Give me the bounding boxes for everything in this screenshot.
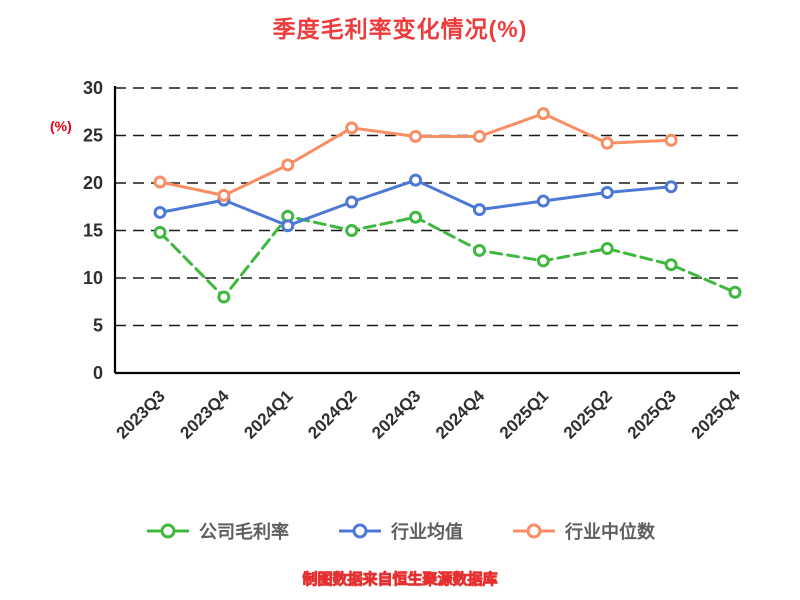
data-point-marker (217, 188, 231, 202)
chart-title: 季度毛利率变化情况(%) (272, 16, 528, 42)
data-point-marker (153, 175, 167, 189)
data-point-marker (536, 194, 550, 208)
data-point-marker (600, 186, 614, 199)
legend-label: 公司毛利率 (199, 522, 289, 542)
y-tick-label: 30 (83, 78, 103, 98)
data-point-marker (345, 195, 359, 209)
x-tick-label: 2024Q4 (432, 386, 489, 443)
x-tick-label: 2025Q4 (688, 386, 745, 443)
data-point-marker (728, 285, 742, 299)
x-tick-label: 2024Q1 (240, 386, 296, 442)
x-tick-label: 2023Q4 (177, 386, 234, 443)
data-point-marker (536, 107, 550, 121)
data-point-marker (536, 254, 550, 268)
data-point-marker (281, 158, 295, 172)
legend-label: 行业中位数 (565, 522, 655, 542)
y-tick-label: 15 (83, 221, 103, 241)
data-point-marker (409, 129, 423, 143)
gridlines (115, 87, 740, 327)
y-axis-label: (%) (50, 118, 72, 134)
x-tick-label: 2023Q3 (113, 386, 169, 442)
y-tick-label: 25 (83, 126, 103, 146)
legend-line-circle-icon (147, 523, 189, 539)
data-point-marker (153, 225, 167, 239)
x-tick-label: 2024Q3 (368, 386, 424, 442)
data-point-marker (281, 219, 295, 233)
data-point-marker (600, 136, 614, 150)
data-point-marker (409, 173, 423, 187)
x-tick-label: 2024Q2 (304, 386, 360, 442)
legend: 公司毛利率 行业均值 行业中位数 (0, 518, 800, 544)
data-point-marker (345, 121, 359, 135)
y-tick-label: 20 (83, 173, 103, 193)
data-point-marker (664, 133, 678, 147)
data-point-marker (409, 210, 423, 224)
data-point-marker (217, 290, 231, 304)
legend-line-circle-icon (339, 523, 381, 539)
y-tick-labels: 0 5 10 15 20 25 30 (83, 78, 103, 383)
x-tick-label: 2025Q2 (560, 386, 616, 442)
x-tick-label: 2025Q3 (624, 386, 680, 442)
y-tick-label: 5 (93, 316, 103, 336)
legend-line-circle-icon (513, 523, 555, 539)
legend-item-industry-mean[interactable]: 行业均值 (337, 518, 463, 544)
data-point-marker (345, 224, 359, 237)
y-tick-label: 0 (93, 363, 103, 383)
data-point-marker (664, 258, 678, 272)
x-tick-labels: 2023Q3 2023Q4 2024Q1 2024Q2 2024Q3 2024Q4 2025… (113, 386, 745, 443)
y-tick-label: 10 (83, 268, 103, 288)
legend-item-company-margin[interactable]: 公司毛利率 (145, 518, 289, 544)
series-0 (153, 209, 742, 304)
data-point-marker (472, 129, 486, 143)
data-point-marker (600, 242, 614, 256)
legend-label: 行业均值 (391, 522, 463, 542)
series-2 (153, 107, 678, 202)
legend-item-industry-median[interactable]: 行业中位数 (511, 518, 655, 544)
data-point-marker (472, 243, 486, 257)
data-point-marker (664, 180, 678, 194)
series-line (158, 214, 737, 299)
series-1 (153, 173, 678, 233)
data-point-marker (472, 203, 486, 217)
axes (113, 86, 740, 375)
data-source-note: 制图数据来自恒生聚源数据库 (302, 571, 498, 589)
x-tick-label: 2025Q1 (496, 386, 552, 442)
data-point-marker (153, 205, 167, 219)
